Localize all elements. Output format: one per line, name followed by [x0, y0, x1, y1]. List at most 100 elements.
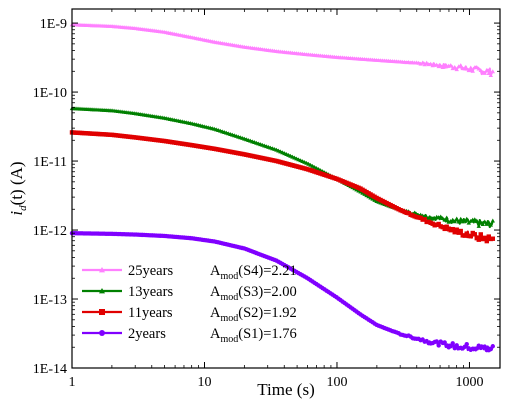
data-point: [474, 65, 479, 70]
data-point: [486, 70, 491, 75]
data-point: [486, 220, 491, 225]
data-point: [448, 63, 453, 68]
data-point: [432, 215, 437, 220]
data-point: [468, 234, 473, 239]
data-point: [480, 222, 485, 227]
data-point: [482, 219, 487, 224]
legend-label: 13years: [128, 284, 173, 300]
data-point: [450, 341, 455, 346]
series-markers: [69, 130, 495, 244]
data-point: [434, 62, 439, 67]
data-point: [486, 234, 491, 239]
legend-label: 11years: [128, 305, 173, 321]
y-axis-title: id(t) (A): [7, 161, 29, 215]
data-point: [456, 64, 461, 69]
data-point: [490, 218, 495, 223]
data-point: [478, 68, 483, 73]
data-point: [458, 63, 463, 68]
data-point: [482, 344, 487, 349]
data-point: [450, 217, 455, 222]
data-point: [442, 340, 447, 345]
x-tick-label: 1: [69, 375, 76, 390]
data-point: [440, 216, 445, 221]
data-point: [422, 217, 427, 222]
data-point: [468, 65, 473, 70]
series-markers: [69, 22, 495, 77]
data-point: [490, 69, 495, 74]
series-11years: [69, 130, 495, 244]
legend: 25years Amod(S4)=2.21 13years Amod(S3)=2.00…: [82, 263, 297, 345]
legend-label: 2years: [128, 326, 166, 342]
legend-marker: [99, 330, 105, 336]
data-point: [452, 64, 457, 69]
data-point: [436, 221, 441, 227]
series-layer: [69, 22, 495, 353]
y-tick-label: 1E-10: [33, 86, 67, 101]
series-2years: [69, 230, 495, 353]
data-point: [436, 343, 441, 348]
legend-annotation: Amod(S1)=1.76: [210, 326, 297, 345]
series-markers: [69, 230, 495, 353]
legend-marker: [99, 267, 105, 273]
series-25years: [69, 22, 495, 77]
axes-layer: 1 10 100 1000 1E-14 1E-13 1E-12 1E-11 1E-10 1E-9: [33, 9, 500, 390]
legend-item-13years: 13years Amod(S3)=2.00: [82, 284, 297, 303]
legend-label: 25years: [128, 263, 173, 279]
y-axis-title-sub: d: [17, 205, 29, 211]
data-point: [474, 218, 479, 223]
data-point: [472, 232, 477, 237]
x-axis-title: Time (s): [257, 380, 314, 399]
series-line: [71, 107, 494, 229]
data-point: [454, 67, 459, 72]
data-point: [482, 70, 487, 75]
data-point: [484, 238, 489, 244]
legend-annotation: Amod(S2)=1.92: [210, 305, 297, 324]
legend-marker: [99, 288, 105, 294]
data-point: [428, 61, 433, 66]
data-point: [466, 68, 471, 73]
data-point: [434, 339, 439, 344]
y-tick-label: 1E-12: [33, 224, 67, 239]
y-tick-label: 1E-14: [33, 362, 67, 377]
data-point: [448, 218, 453, 223]
data-point: [454, 227, 459, 232]
data-point: [452, 229, 457, 235]
data-point: [464, 341, 469, 347]
data-point: [476, 223, 481, 228]
data-point: [478, 232, 483, 237]
y-axis-title-tail: (t) (A): [7, 161, 26, 205]
y-axis-title-main: i: [7, 211, 26, 216]
data-point: [488, 73, 493, 77]
legend-item-25years: 25years Amod(S4)=2.21: [82, 263, 297, 282]
series-13years: [69, 106, 495, 229]
data-point: [450, 226, 455, 232]
data-point: [458, 216, 463, 221]
legend-item-11years: 11years Amod(S2)=1.92: [82, 305, 297, 324]
x-tick-label: 100: [326, 375, 347, 390]
legend-annotation: Amod(S3)=2.00: [210, 284, 297, 303]
legend-marker: [99, 309, 105, 315]
data-point: [420, 60, 425, 65]
data-point: [452, 219, 457, 224]
data-point: [476, 237, 481, 242]
data-point: [488, 222, 493, 227]
data-point: [468, 218, 473, 223]
data-point: [458, 228, 463, 234]
data-point: [464, 231, 469, 236]
series-markers: [69, 106, 495, 228]
data-point: [490, 236, 495, 241]
data-point: [456, 219, 461, 224]
y-tick-label: 1E-11: [33, 155, 67, 170]
data-point: [424, 60, 429, 65]
data-point: [464, 216, 469, 221]
x-tick-label: 10: [197, 375, 211, 390]
data-point: [470, 68, 475, 73]
y-tick-label: 1E-9: [40, 17, 67, 32]
data-point: [418, 61, 423, 66]
data-point: [438, 214, 443, 219]
legend-annotation: Amod(S4)=2.21: [210, 263, 297, 282]
data-point: [444, 215, 449, 220]
data-point: [482, 235, 487, 241]
data-point: [464, 66, 469, 71]
